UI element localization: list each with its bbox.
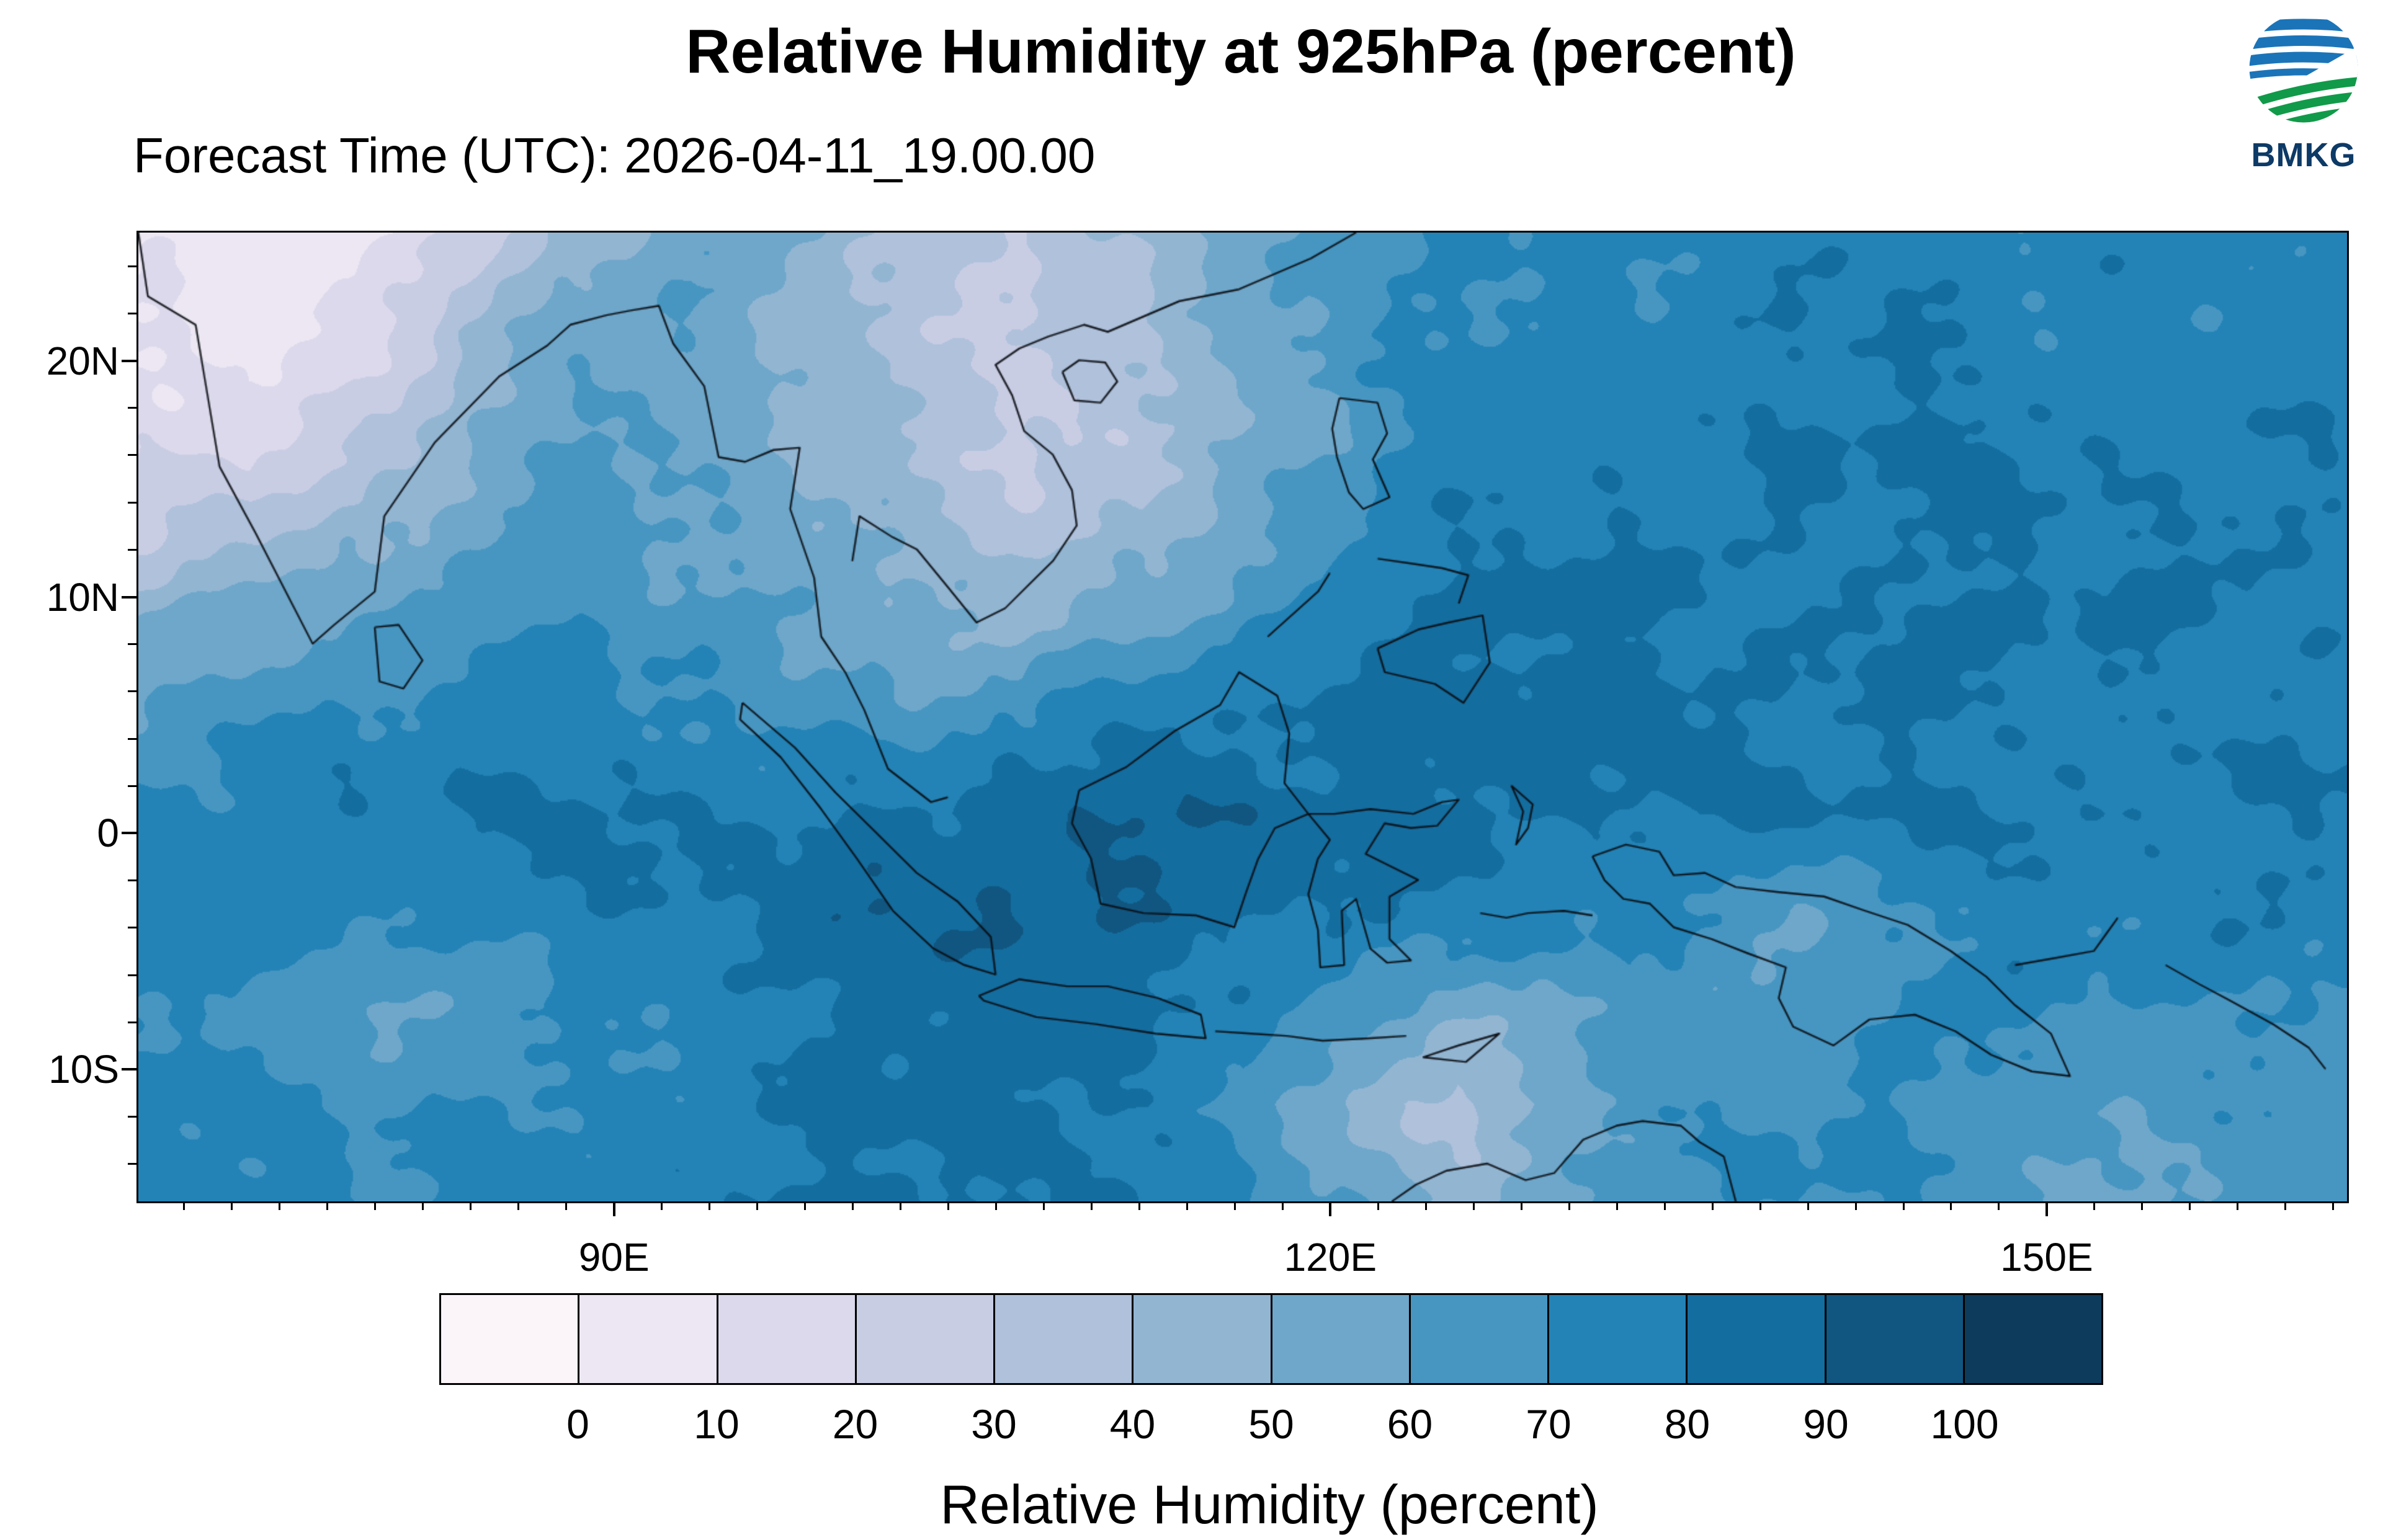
forecast-time-label: Forecast Time (UTC): 2026-04-11_19.00.00 <box>133 128 1096 183</box>
y-axis-tick-label: 10N <box>46 574 119 620</box>
colorbar-segment <box>1410 1295 1549 1383</box>
colorbar-tick-label: 50 <box>1248 1401 1294 1447</box>
colorbar-segment <box>1688 1295 1826 1383</box>
y-axis-minor-tick <box>128 454 136 456</box>
y-axis-minor-tick <box>128 974 136 976</box>
colorbar-tick-label: 10 <box>694 1401 740 1447</box>
x-axis-tick-label: 150E <box>2000 1235 2093 1280</box>
bmkg-logo-text: BMKG <box>2251 136 2356 174</box>
y-axis-minor-tick <box>128 690 136 693</box>
map-plot <box>136 231 2349 1203</box>
y-axis-minor-tick <box>128 737 136 740</box>
y-axis-minor-tick <box>128 501 136 504</box>
colorbar-segments <box>439 1293 2103 1385</box>
colorbar-segment <box>1549 1295 1688 1383</box>
x-axis-major-tick <box>2045 1201 2048 1216</box>
y-axis-minor-tick <box>128 785 136 787</box>
y-axis-tick-label: 10S <box>48 1047 119 1092</box>
y-axis-minor-tick <box>128 312 136 314</box>
x-axis-major-tick <box>1329 1201 1332 1216</box>
y-axis-minor-tick <box>128 879 136 882</box>
colorbar-tick-label: 60 <box>1387 1401 1433 1447</box>
colorbar-tick-label: 80 <box>1664 1401 1710 1447</box>
bmkg-logo: BMKG <box>2242 11 2366 174</box>
colorbar-segment <box>995 1295 1134 1383</box>
colorbar-tick-label: 90 <box>1803 1401 1849 1447</box>
y-axis-minor-tick <box>128 1163 136 1165</box>
colorbar-tick-label: 20 <box>832 1401 879 1447</box>
bmkg-logo-icon <box>2249 14 2358 123</box>
colorbar-tick-label: 0 <box>566 1401 589 1447</box>
colorbar-tick-label: 40 <box>1109 1401 1156 1447</box>
y-axis-major-tick <box>122 595 136 599</box>
y-axis-tick-label: 0 <box>97 811 119 856</box>
x-axis-tick-label: 90E <box>578 1235 650 1280</box>
colorbar-segment <box>1272 1295 1411 1383</box>
y-axis-major-tick <box>122 359 136 362</box>
colorbar-segment <box>441 1295 580 1383</box>
y-axis-major-tick <box>122 832 136 835</box>
y-axis-tick-label: 20N <box>46 338 119 383</box>
colorbar-segment <box>1826 1295 1965 1383</box>
y-axis-minor-tick <box>128 548 136 551</box>
y-axis-minor-tick <box>128 265 136 267</box>
y-axis-minor-tick <box>128 1116 136 1118</box>
colorbar-segment <box>1964 1295 2101 1383</box>
colorbar-segment <box>718 1295 857 1383</box>
y-axis-minor-tick <box>128 643 136 646</box>
colorbar-segment <box>1133 1295 1272 1383</box>
colorbar-segment <box>856 1295 995 1383</box>
colorbar-tick-label: 70 <box>1526 1401 1572 1447</box>
colorbar-ticks: 0 10 20 30 40 50 60 70 80 90 100 <box>439 1400 2103 1453</box>
y-axis-major-tick <box>122 1068 136 1071</box>
colorbar-tick-label: 30 <box>971 1401 1017 1447</box>
colorbar-segment <box>579 1295 718 1383</box>
chart-title: Relative Humidity at 925hPa (percent) <box>686 17 1796 86</box>
colorbar-label: Relative Humidity (percent) <box>940 1474 1599 1535</box>
x-axis-tick-label: 120E <box>1284 1235 1377 1280</box>
colorbar-tick-label: 100 <box>1930 1401 1999 1447</box>
y-axis-minor-tick <box>128 927 136 929</box>
humidity-field-canvas <box>138 233 2347 1201</box>
y-axis-minor-tick <box>128 407 136 409</box>
x-axis-major-tick <box>612 1201 615 1216</box>
y-axis-minor-tick <box>128 1021 136 1023</box>
